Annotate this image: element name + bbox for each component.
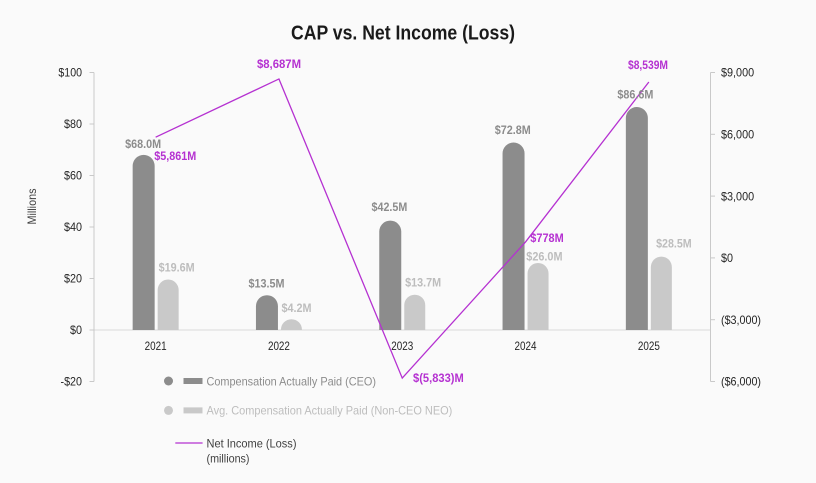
svg-text:Compensation Actually Paid (CE: Compensation Actually Paid (CEO): [207, 374, 377, 388]
svg-text:CAP vs. Net Income (Loss): CAP vs. Net Income (Loss): [291, 23, 515, 45]
svg-text:$40: $40: [64, 220, 82, 234]
svg-text:($3,000): ($3,000): [721, 313, 761, 327]
svg-text:$20: $20: [64, 272, 82, 286]
svg-text:$4.2M: $4.2M: [282, 301, 312, 315]
svg-text:($6,000): ($6,000): [721, 375, 761, 389]
svg-text:Millions: Millions: [25, 189, 39, 225]
svg-text:2023: 2023: [391, 339, 413, 353]
svg-text:$60: $60: [64, 169, 82, 183]
svg-text:$86.6M: $86.6M: [617, 88, 653, 102]
svg-text:$0: $0: [721, 251, 733, 265]
svg-text:$3,000: $3,000: [721, 189, 754, 203]
svg-text:$68.0M: $68.0M: [125, 137, 161, 151]
svg-text:$13.5M: $13.5M: [248, 277, 284, 291]
svg-text:-$20: -$20: [61, 375, 83, 389]
svg-text:$80: $80: [64, 117, 82, 131]
svg-text:2021: 2021: [145, 339, 167, 353]
svg-text:$8,687M: $8,687M: [257, 57, 301, 71]
svg-text:$(5,833)M: $(5,833)M: [413, 371, 464, 385]
svg-text:$13.7M: $13.7M: [405, 275, 441, 289]
svg-text:$100: $100: [58, 66, 82, 80]
svg-text:$5,861M: $5,861M: [154, 149, 196, 163]
svg-text:$26.0M: $26.0M: [526, 250, 562, 264]
svg-text:$778M: $778M: [530, 231, 563, 245]
svg-text:$9,000: $9,000: [721, 66, 754, 80]
svg-text:$72.8M: $72.8M: [495, 123, 531, 137]
svg-text:Net Income (Loss): Net Income (Loss): [207, 436, 297, 450]
svg-text:$6,000: $6,000: [721, 128, 754, 142]
svg-text:2022: 2022: [268, 339, 290, 353]
svg-text:Avg. Compensation Actually Pai: Avg. Compensation Actually Paid (Non-CEO…: [207, 404, 453, 418]
svg-text:$28.5M: $28.5M: [656, 237, 692, 251]
svg-text:2024: 2024: [515, 339, 537, 353]
svg-text:$19.6M: $19.6M: [159, 261, 195, 275]
svg-text:$0: $0: [70, 323, 82, 337]
svg-text:(millions): (millions): [207, 451, 250, 465]
svg-text:$8,539M: $8,539M: [628, 58, 668, 72]
svg-text:2025: 2025: [638, 339, 660, 353]
svg-text:$42.5M: $42.5M: [372, 200, 408, 214]
